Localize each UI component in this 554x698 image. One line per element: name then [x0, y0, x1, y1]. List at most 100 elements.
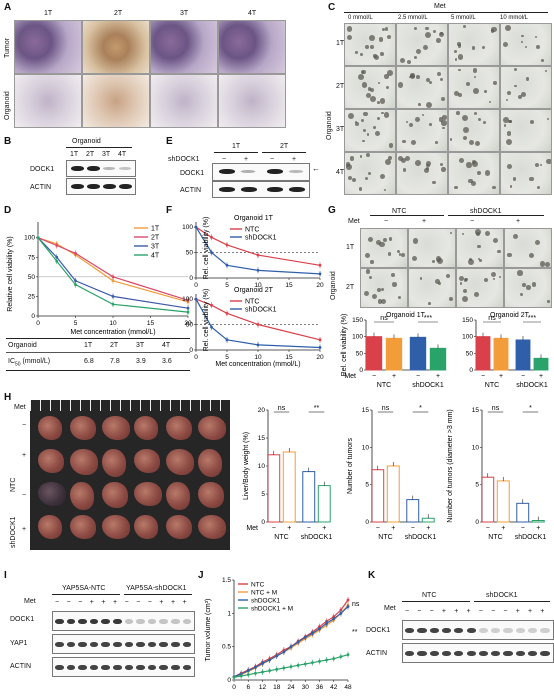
col-label: 10 mmol/L — [500, 15, 529, 21]
y-tick-label: 0 — [365, 519, 369, 526]
row-label: Met — [14, 404, 26, 411]
organoid-dot — [377, 299, 382, 304]
data-point — [332, 657, 336, 661]
sign: − — [521, 525, 525, 532]
organoid-dot — [402, 168, 407, 172]
organoid-dot — [422, 44, 428, 50]
organoid-dot — [454, 57, 458, 61]
sign: + — [287, 525, 291, 532]
blot-band — [159, 618, 168, 624]
organoid-dot — [503, 41, 509, 47]
sign: − — [416, 373, 420, 380]
organoid-dot — [371, 294, 377, 300]
blot-band — [540, 627, 550, 633]
panel-letter-e: E — [166, 136, 173, 147]
table-cell: 3.6 — [162, 358, 172, 365]
organoid-dot — [484, 169, 491, 176]
blot-band — [466, 650, 476, 656]
sign: + — [466, 608, 471, 615]
x-tick-label: 15 — [285, 282, 293, 289]
row-label: Met — [384, 605, 396, 612]
organoid-dot — [351, 177, 356, 182]
data-point — [303, 635, 307, 639]
blot-band — [78, 618, 87, 624]
organoid-image — [408, 228, 456, 268]
liver-specimen — [198, 416, 226, 440]
sign: + — [171, 599, 176, 606]
organoid-dot — [407, 59, 412, 64]
organoid-dot — [366, 92, 372, 98]
organoid-dot — [362, 139, 365, 143]
group-label: shDOCK1 — [470, 208, 502, 215]
y-tick-label: 0 — [189, 275, 193, 282]
legend-label: shDOCK1 — [245, 235, 277, 242]
x-tick-label: 10 — [254, 282, 262, 289]
blot-band — [478, 650, 489, 656]
arrow-icon: ← — [312, 164, 320, 173]
organoid-dot — [425, 160, 432, 167]
data-point — [246, 673, 250, 677]
organoid-image — [504, 268, 552, 308]
blot-row-label: ACTIN — [10, 663, 31, 670]
y-tick-label: 15 — [362, 407, 370, 414]
sign: − — [372, 373, 376, 380]
data-point — [289, 665, 293, 669]
organoid-dot — [414, 56, 418, 60]
significance-label: ns — [492, 405, 500, 412]
organoid-image — [344, 23, 396, 66]
organoid-dot — [465, 82, 471, 87]
panel-letter-d: D — [4, 205, 12, 216]
sign: − — [481, 373, 485, 380]
blot-band — [55, 664, 64, 670]
table-cell: IC50 (mmol/L) — [8, 358, 50, 367]
subplot-title: Organoid 1T — [234, 215, 274, 222]
lane-label: 3T — [102, 151, 111, 158]
sign: + — [244, 156, 249, 163]
blot-band — [159, 641, 168, 647]
y-axis-label: Rel. cell viability (%) — [203, 217, 210, 280]
organoid-dot — [428, 81, 432, 85]
y-tick-label: 10 — [258, 463, 266, 470]
organoid-dot — [404, 156, 410, 162]
table-rule — [6, 352, 190, 353]
blot-band — [528, 650, 538, 656]
organoid-image — [396, 109, 448, 152]
organoid-dot — [380, 52, 384, 56]
organoid-dot — [520, 293, 524, 296]
sign: − — [136, 599, 141, 606]
x-tick-label: 42 — [330, 684, 338, 691]
sign: + — [391, 525, 395, 532]
blot-band — [101, 618, 110, 624]
row-label: Tumor — [4, 38, 11, 58]
organoid-dot — [468, 259, 474, 265]
organoid-image — [448, 109, 500, 152]
y-axis-label: Relative cell viability (%) — [7, 236, 14, 311]
organoid-dot — [346, 35, 352, 41]
organoid-dot — [472, 161, 479, 167]
x-tick-label: 30 — [302, 684, 310, 691]
group-label: NTC — [392, 208, 407, 215]
organoid-dot — [521, 92, 526, 97]
organoid-dot — [363, 291, 369, 297]
table-cell: 3.9 — [136, 358, 146, 365]
organoid-dot — [368, 34, 375, 41]
organoid-dot — [503, 124, 507, 127]
liver-specimen — [38, 515, 62, 539]
organoid-dot — [388, 156, 393, 161]
data-point — [111, 279, 115, 283]
organoid-dot — [481, 45, 485, 50]
organoid-dot — [502, 117, 509, 123]
y-tick-label: 150 — [462, 317, 473, 324]
data-point — [256, 323, 260, 326]
tumor-image-1t — [14, 20, 82, 74]
liver-specimen — [166, 515, 192, 539]
data-point — [74, 279, 77, 283]
organoid-image — [396, 152, 448, 195]
sign: + — [501, 525, 505, 532]
row-label: NTC — [10, 477, 17, 492]
organoid-dot — [463, 135, 468, 140]
blot-band — [491, 650, 501, 656]
western-blot-actin — [66, 178, 136, 195]
group-line — [66, 147, 132, 148]
